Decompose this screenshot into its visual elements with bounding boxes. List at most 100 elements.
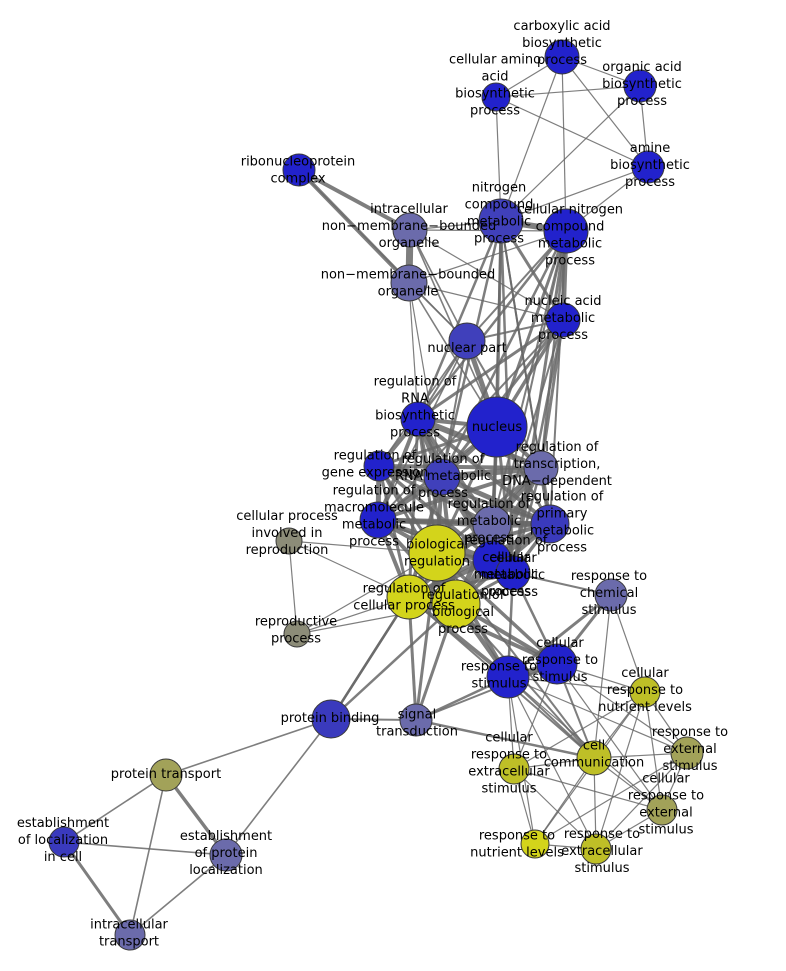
graph-edge	[466, 230, 567, 342]
graph-edge	[441, 340, 468, 478]
graph-node[interactable]	[481, 82, 511, 112]
graph-node[interactable]	[520, 829, 550, 859]
graph-node[interactable]	[282, 153, 316, 187]
graph-node[interactable]	[545, 302, 581, 338]
graph-node[interactable]	[283, 620, 311, 648]
node-label: response to stimulus	[461, 659, 537, 691]
graph-node[interactable]	[423, 458, 461, 496]
node-label: signal transduction	[376, 707, 458, 739]
graph-edge	[225, 718, 332, 856]
graph-edge	[500, 56, 563, 222]
graph-edge	[534, 752, 688, 845]
graph-node[interactable]	[536, 643, 578, 685]
graph-edge	[377, 466, 542, 522]
graph-node[interactable]	[399, 703, 433, 737]
node-label: response to external stimulus	[652, 725, 728, 774]
graph-edge	[507, 676, 597, 850]
graph-edge	[63, 774, 167, 843]
graph-edge	[561, 56, 567, 232]
node-label: intracellular non−membrane−bounded organel…	[322, 202, 497, 251]
graph-node[interactable]	[576, 740, 612, 776]
node-label: cellular response to nutrient levels	[598, 666, 692, 715]
graph-node[interactable]	[495, 555, 531, 591]
graph-node[interactable]	[149, 758, 183, 792]
label-layer: carboxylic acid biosynthetic process organi…	[17, 19, 728, 950]
graph-node[interactable]	[544, 39, 580, 75]
node-label: regulation of cellular metabolic process	[465, 533, 548, 599]
graph-node[interactable]	[670, 736, 704, 770]
graph-node[interactable]	[631, 150, 665, 184]
graph-edge	[561, 56, 649, 168]
graph-node[interactable]	[48, 826, 80, 858]
graph-node[interactable]	[448, 322, 486, 360]
node-label: regulation of transcription, DNA−dependent	[502, 440, 612, 489]
graph-node[interactable]	[408, 524, 466, 582]
node-label: response to nutrient levels	[470, 828, 564, 860]
graph-edge	[500, 166, 649, 222]
graph-node[interactable]	[311, 699, 351, 739]
node-label: cellular response to external stimulus	[628, 771, 704, 837]
graph-node[interactable]	[580, 833, 612, 865]
graph-node[interactable]	[623, 69, 657, 103]
node-label: carboxylic acid biosynthetic process	[513, 19, 610, 68]
graph-edge	[415, 718, 595, 760]
graph-edge	[511, 467, 543, 574]
node-label: regulation of primary metabolic process	[521, 489, 604, 555]
node-label: regulation of RNA metabolic process	[395, 452, 491, 501]
graph-edge	[507, 676, 688, 754]
graph-edge	[593, 594, 612, 759]
graph-edge	[165, 718, 332, 776]
graph-node[interactable]	[594, 578, 628, 612]
graph-node[interactable]	[386, 574, 432, 620]
node-label: regulation of RNA biosynthetic process	[374, 374, 457, 440]
node-label: regulation of biological process	[422, 588, 505, 637]
graph-edge	[513, 768, 597, 850]
graph-node[interactable]	[114, 919, 146, 951]
graph-node[interactable]	[431, 579, 481, 629]
graph-edge	[330, 603, 457, 720]
graph-node[interactable]	[209, 838, 243, 872]
graph-edge	[556, 663, 688, 754]
graph-node[interactable]	[543, 208, 589, 254]
node-label: regulation of macromolecule metabolic proce…	[324, 483, 424, 549]
graph-edge	[409, 229, 564, 321]
node-label: cell communication	[544, 738, 645, 770]
graph-node[interactable]	[359, 501, 397, 539]
graph-edge	[408, 282, 419, 420]
graph-node[interactable]	[400, 401, 436, 437]
graph-node[interactable]	[275, 527, 303, 555]
graph-node[interactable]	[466, 396, 528, 458]
graph-edge	[416, 220, 503, 420]
graph-node[interactable]	[363, 450, 395, 482]
graph-node[interactable]	[530, 504, 570, 544]
node-layer[interactable]	[48, 39, 704, 951]
node-label: cellular nitrogen compound metabolic proces…	[517, 202, 623, 268]
node-label: non−membrane−bounded organelle	[321, 267, 496, 299]
graph-node[interactable]	[478, 198, 524, 244]
graph-edge	[495, 85, 641, 98]
graph-node[interactable]	[646, 794, 678, 826]
node-label: cellular process involved in reproduction	[236, 509, 338, 558]
node-label: nuclear part	[427, 341, 506, 356]
graph-node[interactable]	[523, 450, 559, 486]
node-label: nucleus	[472, 420, 522, 435]
node-label: protein transport	[111, 767, 221, 782]
node-label: regulation of metabolic process	[448, 497, 531, 546]
graph-edge	[513, 768, 663, 811]
graph-node[interactable]	[498, 753, 530, 785]
graph-edge	[500, 85, 641, 222]
node-label: cellular response to stimulus	[522, 636, 598, 685]
node-label: ribonucleoprotein complex	[241, 154, 356, 186]
graph-node[interactable]	[486, 655, 530, 699]
graph-node[interactable]	[392, 212, 428, 248]
graph-edge	[296, 603, 457, 635]
graph-node[interactable]	[390, 264, 428, 302]
graph-node[interactable]	[629, 676, 661, 708]
graph-edge	[415, 663, 558, 721]
node-label: biological regulation	[404, 537, 470, 569]
node-label: establishment of protein localization	[180, 829, 272, 878]
graph-edge	[129, 774, 167, 936]
graph-edge	[329, 596, 411, 720]
graph-edge	[298, 168, 411, 232]
